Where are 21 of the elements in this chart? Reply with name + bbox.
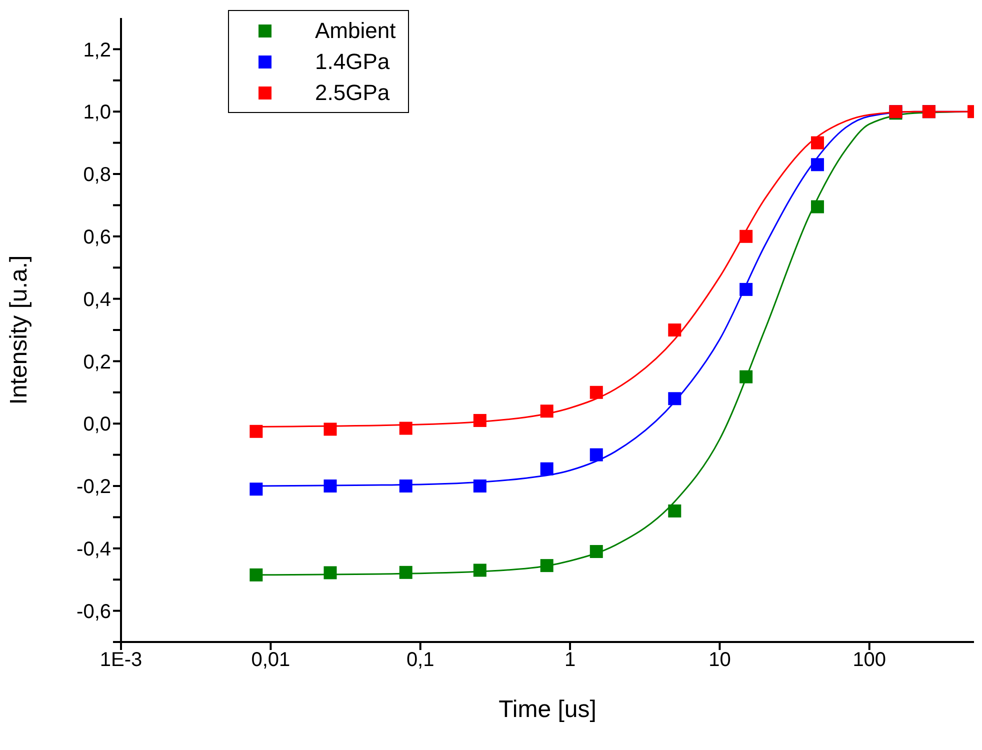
y-tick-label: 0,4 <box>83 288 111 311</box>
x-tick-label: 10 <box>708 649 731 672</box>
x-tick-label: 100 <box>852 649 886 672</box>
y-tick-label: 0,6 <box>83 226 111 248</box>
y-tick-label: 0,0 <box>83 414 111 436</box>
legend-label: Ambient <box>315 18 396 44</box>
y-axis-title: Intensity [u.a.] <box>6 255 33 405</box>
y-tick-label: -0,4 <box>76 538 111 560</box>
y-tick-label: 1,0 <box>83 102 111 124</box>
y-tick-label: -0,2 <box>76 476 111 498</box>
x-tick-label: 1E-3 <box>100 649 142 672</box>
x-axis-title: Time [us] <box>498 696 596 723</box>
x-tick-label: 0,01 <box>251 649 290 672</box>
y-tick-label: 0,2 <box>83 351 111 374</box>
y-tick-label: -0,6 <box>76 600 111 623</box>
legend-label: 2.5GPa <box>315 80 390 106</box>
x-tick-label: 1 <box>564 649 576 672</box>
y-tick-label: 1,2 <box>83 39 111 62</box>
x-tick-label: 0,1 <box>406 649 434 672</box>
y-tick-label: 0,8 <box>83 164 111 186</box>
legend-label: 1.4GPa <box>315 48 390 74</box>
